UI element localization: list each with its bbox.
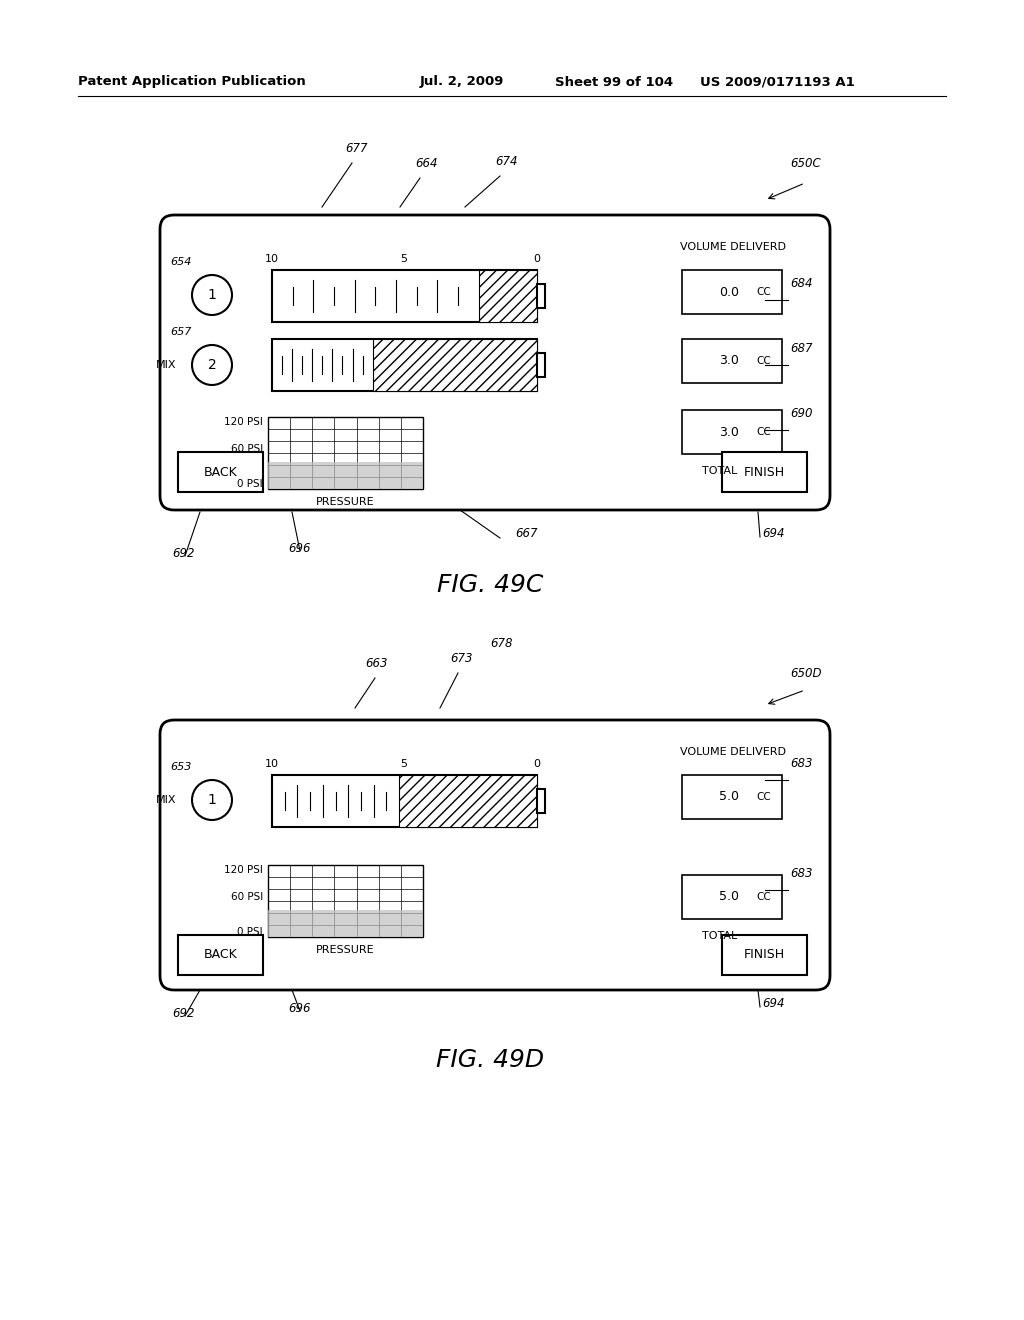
Text: 0: 0 — [534, 759, 541, 770]
Text: 663: 663 — [365, 657, 387, 671]
Bar — [682, 271, 782, 314]
Text: 0.0: 0.0 — [719, 285, 739, 298]
Text: 3.0: 3.0 — [719, 425, 739, 438]
Text: CC: CC — [757, 356, 771, 366]
Text: 657: 657 — [170, 327, 191, 337]
Bar — [268, 865, 423, 937]
Text: PRESSURE: PRESSURE — [315, 945, 375, 954]
Bar — [268, 909, 423, 937]
Text: BACK: BACK — [204, 949, 238, 961]
Bar — [399, 775, 537, 828]
Text: 2: 2 — [208, 358, 216, 372]
Text: FINISH: FINISH — [744, 949, 785, 961]
Bar — [537, 789, 545, 813]
Text: 5.0: 5.0 — [719, 891, 739, 903]
Text: 1: 1 — [208, 793, 216, 807]
Text: 687: 687 — [790, 342, 812, 355]
Text: 664: 664 — [415, 157, 437, 170]
Text: 5: 5 — [400, 759, 408, 770]
Text: BACK: BACK — [204, 466, 238, 479]
Text: CC: CC — [757, 426, 771, 437]
Text: FIG. 49D: FIG. 49D — [436, 1048, 544, 1072]
Text: 0 PSI: 0 PSI — [238, 927, 263, 937]
Text: 0 PSI: 0 PSI — [238, 479, 263, 488]
Text: FINISH: FINISH — [744, 466, 785, 479]
Text: Patent Application Publication: Patent Application Publication — [78, 75, 306, 88]
Text: MIX: MIX — [156, 360, 176, 370]
Text: 0: 0 — [534, 253, 541, 264]
Text: Sheet 99 of 104: Sheet 99 of 104 — [555, 75, 673, 88]
Text: VOLUME DELIVERD: VOLUME DELIVERD — [680, 747, 786, 756]
Text: TOTAL: TOTAL — [702, 931, 737, 941]
Text: 674: 674 — [495, 154, 517, 168]
Text: 1: 1 — [208, 288, 216, 302]
Text: 120 PSI: 120 PSI — [224, 865, 263, 875]
Bar — [682, 875, 782, 919]
Text: 683: 683 — [790, 756, 812, 770]
Text: 60 PSI: 60 PSI — [230, 445, 263, 454]
Text: 60 PSI: 60 PSI — [230, 892, 263, 903]
Text: 10: 10 — [265, 759, 279, 770]
Text: TOTAL: TOTAL — [702, 466, 737, 477]
Text: 650D: 650D — [790, 667, 821, 680]
Text: 10: 10 — [265, 253, 279, 264]
FancyBboxPatch shape — [160, 215, 830, 510]
Text: 5.0: 5.0 — [719, 791, 739, 804]
Text: 678: 678 — [490, 638, 512, 649]
Bar — [178, 451, 263, 492]
Text: 3.0: 3.0 — [719, 355, 739, 367]
Text: 120 PSI: 120 PSI — [224, 417, 263, 426]
Bar — [272, 339, 537, 391]
Bar — [272, 775, 537, 828]
Text: 692: 692 — [172, 1007, 195, 1020]
Text: 650C: 650C — [790, 157, 821, 170]
Text: FIG. 49C: FIG. 49C — [437, 573, 543, 597]
Text: 690: 690 — [790, 407, 812, 420]
Text: 696: 696 — [288, 1002, 310, 1015]
Text: 694: 694 — [762, 527, 784, 540]
Bar — [682, 339, 782, 383]
Text: 683: 683 — [790, 867, 812, 880]
Text: 654: 654 — [170, 257, 191, 267]
Bar — [373, 339, 537, 391]
Text: 696: 696 — [288, 543, 310, 554]
Text: 684: 684 — [790, 277, 812, 290]
Text: 694: 694 — [762, 997, 784, 1010]
Text: PRESSURE: PRESSURE — [315, 498, 375, 507]
Text: MIX: MIX — [156, 795, 176, 805]
Bar — [537, 354, 545, 376]
Text: Jul. 2, 2009: Jul. 2, 2009 — [420, 75, 505, 88]
FancyBboxPatch shape — [160, 719, 830, 990]
Bar — [178, 935, 263, 975]
Bar — [682, 411, 782, 454]
Bar — [268, 417, 423, 488]
Bar — [722, 935, 807, 975]
Bar — [272, 271, 537, 322]
Text: 5: 5 — [400, 253, 408, 264]
Text: 653: 653 — [170, 762, 191, 772]
Text: CC: CC — [757, 792, 771, 803]
Text: 667: 667 — [515, 527, 538, 540]
Text: VOLUME DELIVERD: VOLUME DELIVERD — [680, 242, 786, 252]
Text: CC: CC — [757, 286, 771, 297]
Text: CC: CC — [757, 892, 771, 902]
Text: 673: 673 — [450, 652, 472, 665]
Bar — [268, 462, 423, 488]
Bar — [682, 775, 782, 818]
Bar — [478, 271, 537, 322]
Bar — [537, 284, 545, 308]
Text: 692: 692 — [172, 546, 195, 560]
Bar — [722, 451, 807, 492]
Text: US 2009/0171193 A1: US 2009/0171193 A1 — [700, 75, 855, 88]
Text: 677: 677 — [345, 143, 368, 154]
